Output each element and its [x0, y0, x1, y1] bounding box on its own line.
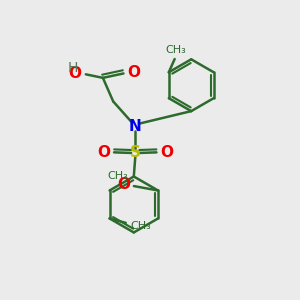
Text: O: O	[117, 177, 130, 192]
Text: O: O	[69, 66, 82, 81]
Text: N: N	[129, 119, 142, 134]
Text: H: H	[68, 61, 78, 75]
Text: S: S	[130, 146, 141, 160]
Text: CH₃: CH₃	[165, 46, 186, 56]
Text: CH₃: CH₃	[130, 221, 151, 231]
Text: O: O	[97, 145, 110, 160]
Text: CH₃: CH₃	[107, 171, 128, 181]
Text: O: O	[128, 65, 141, 80]
Text: O: O	[160, 145, 174, 160]
